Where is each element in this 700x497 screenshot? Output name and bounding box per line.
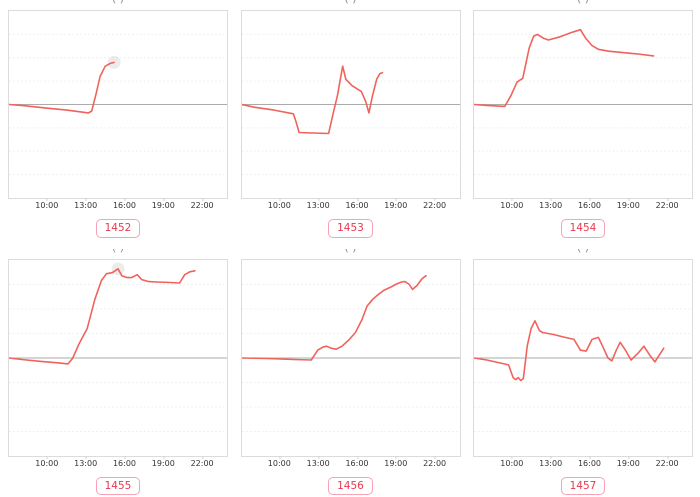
x-tick-label: 10:00 [267,198,291,210]
x-tick-label: 13:00 [74,198,98,210]
chart-row-top: ( ) 10:00 13:00 16:00 19:00 22:00 1452 ( ) 1… [0,0,700,238]
badge-row: 1452 [8,219,228,238]
clipped-chart-title: ( ) [473,0,693,10]
clipped-chart-title: ( ) [241,249,461,259]
x-tick-label: 19:00 [151,455,175,468]
x-tick-label: 19:00 [616,455,640,468]
x-axis: 10:00 13:00 16:00 19:00 22:00 [8,455,228,470]
plot-canvas[interactable] [9,11,227,198]
plot-area[interactable] [473,258,693,457]
plot-canvas[interactable] [474,260,692,456]
x-tick-label: 16:00 [577,455,601,468]
x-tick-label: 13:00 [74,455,98,468]
x-tick-label: 13:00 [539,198,563,210]
x-tick-label: 19:00 [384,198,408,210]
clipped-chart-title-text: ( ) [344,0,356,4]
chart-id-badge[interactable]: 1452 [95,219,141,238]
x-axis: 10:00 13:00 16:00 19:00 22:00 [241,455,461,470]
plot-area[interactable] [473,10,693,199]
badge-row: 1453 [241,219,461,238]
x-tick-label: 10:00 [500,198,524,210]
x-axis: 10:00 13:00 16:00 19:00 22:00 [8,198,228,212]
line-series [9,267,196,365]
badge-row: 1455 [8,476,228,496]
clipped-chart-title: ( ) [8,0,228,10]
clipped-chart-title: ( ) [241,0,461,10]
x-tick-label: 19:00 [151,198,175,210]
chart-cell: ( ) 10:00 13:00 16:00 19:00 22:00 1452 [8,0,228,238]
chart-id-badge[interactable]: 1453 [328,219,373,238]
line-series [241,274,427,361]
x-axis: 10:00 13:00 16:00 19:00 22:00 [473,455,693,470]
clipped-chart-title-text: ( ) [112,0,124,4]
clipped-chart-title: ( ) [8,249,228,259]
x-tick-label: 10:00 [267,455,291,468]
x-tick-label: 16:00 [345,455,369,468]
x-tick-label: 22:00 [190,198,214,210]
chart-id-badge[interactable]: 1457 [560,476,606,496]
plot-area[interactable] [240,258,461,457]
line-series [474,319,665,381]
line-series [9,61,115,114]
chart-cell: ( ) 10:00 13:00 16:00 19:00 22:00 1455 [8,249,228,496]
x-axis: 10:00 13:00 16:00 19:00 22:00 [473,198,693,212]
x-tick-label: 13:00 [306,455,330,468]
plot-canvas[interactable] [474,11,692,198]
x-tick-label: 10:00 [500,455,524,468]
x-tick-label: 16:00 [112,198,136,210]
x-tick-label: 22:00 [190,455,214,468]
x-tick-label: 22:00 [423,198,447,210]
x-tick-label: 16:00 [577,198,601,210]
x-tick-label: 22:00 [655,198,679,210]
plot-canvas[interactable] [241,11,460,198]
plot-area[interactable] [8,258,228,457]
clipped-chart-title-text: ( ) [112,249,124,253]
badge-row: 1457 [473,476,693,496]
x-tick-label: 22:00 [655,455,679,468]
x-tick-label: 13:00 [306,198,330,210]
clipped-chart-title-text: ( ) [577,249,589,253]
chart-cell: ( ) 10:00 13:00 16:00 19:00 22:00 1454 [473,0,693,238]
badge-row: 1454 [473,219,693,238]
chart-id-badge[interactable]: 1455 [95,476,141,496]
x-axis: 10:00 13:00 16:00 19:00 22:00 [241,198,461,212]
x-tick-label: 10:00 [35,455,59,468]
x-tick-label: 16:00 [345,198,369,210]
plot-area[interactable] [8,10,228,199]
x-tick-label: 22:00 [423,455,447,468]
chart-row-bottom: ( ) 10:00 13:00 16:00 19:00 22:00 1455 ( ) 1… [0,249,700,496]
plot-area[interactable] [240,10,461,199]
plot-canvas[interactable] [241,260,460,456]
clipped-chart-title-text: ( ) [344,249,356,253]
x-tick-label: 19:00 [384,455,408,468]
badge-row: 1456 [241,476,461,496]
plot-canvas[interactable] [9,260,227,456]
chart-cell: ( ) 10:00 13:00 16:00 19:00 22:00 1453 [240,0,461,238]
chart-id-badge[interactable]: 1456 [328,476,373,496]
chart-cell: ( ) 10:00 13:00 16:00 19:00 22:00 1456 [240,249,461,496]
x-tick-label: 13:00 [539,455,563,468]
chart-id-badge[interactable]: 1454 [560,219,606,238]
line-series [241,65,383,135]
chart-cell: ( ) 10:00 13:00 16:00 19:00 22:00 1457 [473,249,693,496]
clipped-chart-title: ( ) [473,249,693,259]
clipped-chart-title-text: ( ) [577,0,589,4]
line-series [474,28,655,108]
x-tick-label: 10:00 [35,198,59,210]
x-tick-label: 19:00 [616,198,640,210]
x-tick-label: 16:00 [112,455,136,468]
